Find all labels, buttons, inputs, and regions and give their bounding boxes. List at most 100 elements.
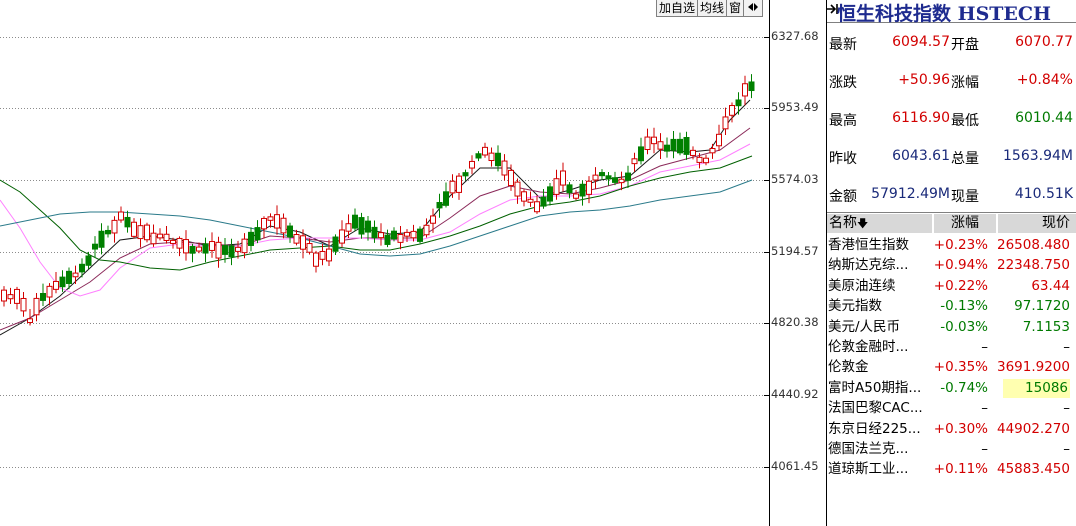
- candle: [735, 92, 742, 115]
- price-axis-label: 6327.68: [771, 29, 819, 43]
- watchlist-name: 伦敦金: [828, 359, 869, 376]
- watchlist-change: +0.30%: [933, 420, 988, 437]
- candle: [540, 188, 547, 209]
- watchlist-name: 东京日经225...: [828, 420, 921, 437]
- candle: [72, 265, 79, 284]
- change-column-header[interactable]: 涨幅: [934, 214, 996, 233]
- candle: [716, 124, 722, 151]
- watchlist-row[interactable]: 美元/人民币 -0.03% 7.1153: [827, 318, 1076, 337]
- watchlist-price: 15086: [1003, 378, 1070, 398]
- watchlist-price: 97.1720: [1014, 298, 1070, 315]
- candle: [521, 189, 527, 207]
- candle: [391, 227, 397, 242]
- candle: [150, 224, 157, 247]
- candle: [508, 164, 514, 191]
- add-watchlist-button[interactable]: 加自选: [656, 0, 699, 17]
- quote-label: 昨收: [829, 151, 857, 167]
- quote-title-row: 恒生科技指数 HSTECH: [827, 0, 1076, 25]
- quote-value: 6116.90: [892, 110, 950, 126]
- candle: [124, 210, 131, 233]
- candle: [423, 218, 430, 238]
- watchlist-price: 63.44: [1031, 277, 1070, 294]
- watchlist-row[interactable]: 美原油连续 +0.22% 63.44: [827, 277, 1076, 296]
- candle: [371, 220, 378, 243]
- candle: [664, 137, 670, 158]
- candle: [1, 286, 7, 307]
- price-axis-label: 4440.92: [771, 387, 819, 401]
- watchlist-row[interactable]: 香港恒生指数 +0.23% 26508.480: [827, 236, 1076, 255]
- ma-line-5: [0, 179, 753, 257]
- candle: [586, 176, 592, 204]
- candle: [644, 128, 651, 155]
- candle: [131, 218, 137, 239]
- moving-average-button[interactable]: 均线: [697, 0, 728, 17]
- watchlist-row[interactable]: 道琼斯工业... +0.11% 45883.450: [827, 460, 1076, 479]
- panel-toggle-icon[interactable]: [743, 0, 764, 17]
- candle: [274, 205, 280, 235]
- candle: [345, 214, 352, 239]
- candle: [176, 236, 183, 257]
- moving-average-lines: [0, 99, 753, 336]
- watchlist-name: 德国法兰克...: [828, 441, 909, 457]
- sort-down-icon: 🡇: [857, 217, 869, 230]
- candle: [722, 107, 729, 136]
- candle: [118, 206, 124, 223]
- price-column-header[interactable]: 现价: [998, 214, 1076, 233]
- watchlist-row[interactable]: 纳斯达克综... +0.94% 22348.750: [827, 256, 1076, 275]
- candle: [92, 236, 98, 258]
- candle: [40, 283, 46, 306]
- quote-row: 涨跌 +50.96 涨幅 +0.84%: [827, 72, 1076, 92]
- quote-label: 现量: [951, 189, 979, 205]
- candle: [313, 250, 319, 273]
- candle: [651, 127, 657, 154]
- candle: [657, 133, 664, 160]
- watchlist-row[interactable]: 东京日经225... +0.30% 44902.270: [827, 420, 1076, 439]
- watchlist-change: -0.03%: [940, 318, 988, 335]
- candle: [53, 272, 59, 294]
- candle: [105, 225, 111, 238]
- candle: [144, 222, 150, 243]
- candlestick-chart[interactable]: [0, 0, 770, 526]
- candle: [319, 243, 326, 266]
- watchlist-price: –: [1063, 339, 1070, 355]
- watchlist-row[interactable]: 德国法兰克... – –: [827, 440, 1076, 459]
- candle: [137, 218, 144, 248]
- quote-label: 总量: [951, 151, 979, 167]
- watchlist-row[interactable]: 法国巴黎CAC... – –: [827, 399, 1076, 418]
- candle: [742, 75, 748, 106]
- quote-value: +50.96: [898, 72, 950, 88]
- candle: [66, 267, 72, 290]
- candle: [501, 154, 508, 181]
- price-header-label: 现价: [1042, 215, 1070, 231]
- watchlist-change: +0.35%: [933, 359, 988, 376]
- price-axis-label: 4820.38: [771, 315, 819, 329]
- watchlist-name: 纳斯达克综...: [828, 257, 909, 274]
- candle: [248, 227, 254, 252]
- candle: [183, 230, 189, 261]
- candle: [326, 239, 332, 266]
- candle: [79, 258, 85, 278]
- candle: [547, 183, 553, 206]
- watchlist-row[interactable]: 美元指数 -0.13% 97.1720: [827, 297, 1076, 316]
- candle: [280, 213, 287, 239]
- candle: [566, 182, 573, 199]
- watchlist-price: 3691.9200: [996, 359, 1070, 376]
- quote-separator: [827, 212, 1076, 213]
- candle: [202, 237, 209, 263]
- candle: [261, 216, 267, 239]
- candle: [404, 229, 410, 243]
- candle: [14, 286, 20, 310]
- chart-toolbar: 加自选 均线 窗: [656, 0, 764, 17]
- watchlist-row[interactable]: 伦敦金融时... – –: [827, 338, 1076, 357]
- watchlist-row[interactable]: 伦敦金 +0.35% 3691.9200: [827, 358, 1076, 377]
- candle: [553, 169, 560, 200]
- expand-arrow-icon[interactable]: [827, 2, 839, 20]
- candle: [729, 102, 735, 123]
- watchlist-row[interactable]: 富时A50期指... -0.74% 15086: [827, 378, 1076, 398]
- candle: [378, 223, 384, 246]
- name-column-header[interactable]: 名称🡇: [827, 214, 932, 233]
- window-button[interactable]: 窗: [726, 0, 745, 17]
- ma-line-1: [0, 99, 751, 336]
- candle: [384, 229, 391, 248]
- candle: [748, 74, 755, 99]
